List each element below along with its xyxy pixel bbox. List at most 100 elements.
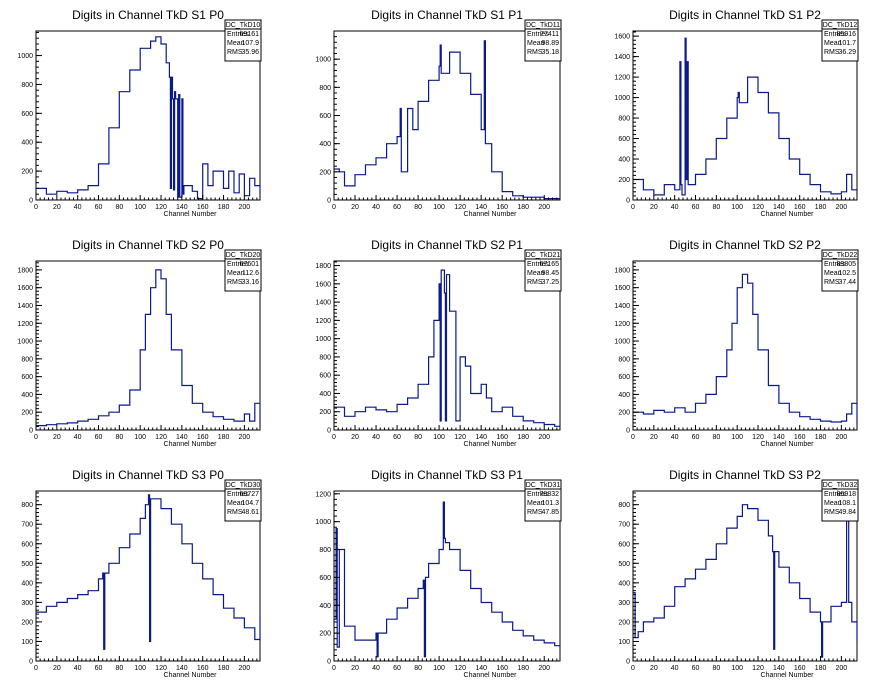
stats-value-mean: 104.7 (241, 500, 259, 507)
y-tick-label: 200 (319, 409, 331, 416)
y-tick-label: 1000 (17, 53, 33, 60)
stats-value-entries: 78832 (540, 491, 560, 498)
y-tick-label: 500 (618, 561, 630, 568)
stats-box (821, 249, 859, 292)
x-axis-label: Channel Number (761, 211, 815, 218)
y-tick-label: 800 (21, 502, 33, 509)
y-tick-label: 0 (626, 659, 630, 666)
stats-value-entries: 86918 (837, 491, 857, 498)
plot-frame (35, 490, 261, 662)
x-tick-label: 120 (155, 665, 167, 672)
x-tick-label: 0 (631, 434, 635, 441)
histogram-panel: Digits in Channel TkD S2 P1 0 20 40 60 80 100 1… (315, 238, 562, 448)
x-tick-label: 140 (475, 434, 487, 441)
stats-value-rms: 33.16 (241, 279, 259, 286)
stats-label-mean: Mean (227, 270, 245, 277)
y-tick-label: 0 (327, 659, 331, 666)
stats-name: DC_TkD11 (526, 22, 560, 29)
y-tick-label: 1000 (315, 57, 331, 64)
stats-value-mean: 98.89 (541, 40, 559, 47)
x-tick-label: 100 (134, 665, 146, 672)
x-tick-label: 20 (650, 665, 658, 672)
x-tick-label: 0 (34, 434, 38, 441)
y-tick-label: 400 (618, 157, 630, 164)
x-tick-label: 100 (134, 434, 146, 441)
stats-value-entries: 83805 (837, 261, 857, 268)
chart-title: Digits in Channel TkD S2 P1 (371, 238, 523, 252)
y-tick-label: 200 (21, 169, 33, 176)
stats-value-rms: 35.96 (241, 49, 259, 56)
x-tick-label: 60 (393, 204, 401, 211)
stats-label-rms: RMS (527, 279, 543, 286)
histogram-series (36, 36, 261, 200)
stats-value-mean: 102.5 (838, 270, 856, 277)
y-tick-label: 600 (319, 575, 331, 582)
y-tick-label: 400 (319, 391, 331, 398)
x-tick-label: 100 (731, 665, 743, 672)
x-tick-label: 0 (332, 434, 336, 441)
stats-label-mean: Mean (527, 270, 545, 277)
y-tick-label: 400 (319, 603, 331, 610)
y-tick-label: 600 (618, 136, 630, 143)
y-tick-label: 800 (21, 82, 33, 89)
x-tick-label: 80 (414, 665, 422, 672)
y-tick-label: 200 (618, 177, 630, 184)
x-tick-label: 180 (218, 665, 230, 672)
histogram-series (334, 40, 560, 200)
x-tick-label: 40 (74, 665, 82, 672)
histogram-panel: Digits in Channel TkD S1 P1 0 20 40 60 80 100 1… (315, 8, 562, 218)
x-tick-label: 100 (731, 434, 743, 441)
stats-name: DC_TkD20 (226, 252, 261, 259)
y-tick-label: 400 (618, 580, 630, 587)
x-tick-label: 40 (671, 665, 679, 672)
chart-title: Digits in Channel TkD S2 P2 (669, 238, 821, 252)
x-tick-label: 200 (836, 665, 848, 672)
x-tick-label: 180 (815, 665, 827, 672)
x-tick-label: 140 (176, 204, 188, 211)
histogram-panel: Digits in Channel TkD S2 P2 0 20 40 60 80 100 1… (614, 238, 859, 448)
y-tick-label: 800 (618, 502, 630, 509)
x-tick-label: 80 (414, 434, 422, 441)
stats-label-mean: Mean (824, 40, 842, 47)
y-tick-label: 1000 (614, 339, 630, 346)
y-tick-label: 400 (618, 392, 630, 399)
stats-value-entries: 67601 (240, 261, 260, 268)
histogram-series (334, 269, 561, 428)
x-tick-label: 100 (731, 204, 743, 211)
stats-label-rms: RMS (527, 509, 543, 516)
x-tick-label: 160 (197, 204, 209, 211)
y-tick-label: 1200 (315, 491, 331, 498)
stats-name: DC_TkD31 (526, 482, 561, 489)
histogram-series (36, 269, 261, 427)
stats-label-mean: Mean (227, 500, 245, 507)
x-tick-label: 200 (538, 204, 550, 211)
x-tick-label: 20 (53, 665, 61, 672)
y-tick-label: 600 (618, 374, 630, 381)
stats-value-mean: 98.45 (541, 270, 559, 277)
stats-label-rms: RMS (824, 509, 840, 516)
stats-label-rms: RMS (527, 49, 543, 56)
y-tick-label: 600 (21, 541, 33, 548)
x-tick-label: 120 (454, 665, 466, 672)
y-tick-label: 800 (618, 116, 630, 123)
x-tick-label: 20 (650, 434, 658, 441)
stats-label-entries: Entries (824, 31, 846, 38)
plot-frame (632, 30, 858, 201)
stats-name: DC_TkD21 (526, 252, 561, 259)
y-tick-label: 300 (21, 600, 33, 607)
x-tick-label: 180 (517, 665, 529, 672)
y-tick-label: 200 (618, 619, 630, 626)
stats-value-entries: 67165 (540, 261, 560, 268)
stats-value-rms: 37.25 (541, 279, 559, 286)
stats-label-entries: Entries (227, 261, 249, 268)
x-tick-label: 140 (475, 665, 487, 672)
x-tick-label: 120 (454, 434, 466, 441)
y-tick-label: 600 (21, 111, 33, 118)
stats-value-mean: 108.1 (838, 500, 856, 507)
chart-title: Digits in Channel TkD S1 P1 (371, 8, 523, 22)
y-tick-label: 200 (319, 631, 331, 638)
y-tick-label: 800 (319, 85, 331, 92)
stats-name: DC_TkD22 (823, 252, 858, 259)
stats-box (224, 479, 262, 522)
